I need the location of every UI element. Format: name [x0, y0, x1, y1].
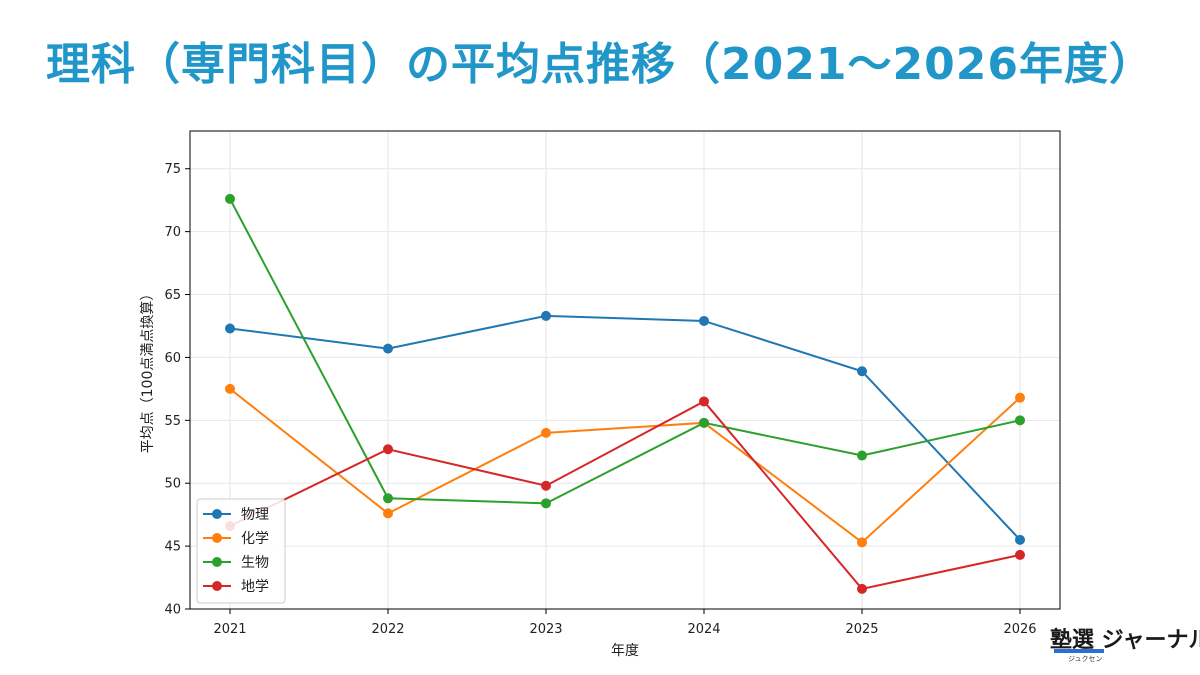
data-point: [383, 343, 393, 354]
x-tick-label: 2022: [371, 622, 404, 637]
y-axis-label: 平均点（100点満点換算）: [140, 287, 156, 454]
legend-swatch-marker: [212, 581, 222, 591]
legend-entry-label: 物理: [241, 507, 269, 523]
data-point: [1015, 549, 1025, 560]
y-axis-ticks: 40 45 50 55 60 65 70 75: [164, 162, 190, 618]
data-point: [1015, 392, 1025, 403]
chart-series: [225, 193, 1025, 594]
legend-swatch-marker: [212, 509, 222, 519]
x-tick-label: 2024: [687, 622, 720, 637]
x-tick-label: 2023: [529, 622, 562, 637]
chart-grid: [190, 131, 1060, 610]
data-point: [857, 450, 867, 461]
plot-area-frame: [189, 130, 1061, 610]
series-line: [229, 314, 1021, 541]
x-tick-label: 2025: [845, 622, 878, 637]
data-point: [541, 498, 551, 509]
legend-box: [196, 498, 286, 604]
y-tick-label: 40: [164, 603, 181, 618]
x-axis-label: 年度: [611, 643, 639, 659]
y-tick-label: 45: [164, 540, 181, 555]
data-point: [1015, 534, 1025, 545]
data-point: [541, 480, 551, 491]
series-line: [229, 400, 1021, 590]
data-point: [699, 315, 709, 326]
brand-logo: 塾選 ジャーナル ジュクセン: [1050, 622, 1200, 663]
y-tick-label: 75: [164, 162, 181, 177]
data-point: [225, 193, 235, 204]
legend-entry-label: 化学: [241, 531, 269, 547]
data-point: [225, 383, 235, 394]
legend-swatch-marker: [212, 533, 222, 543]
legend-entry-label: 生物: [241, 555, 269, 571]
data-point: [857, 537, 867, 548]
data-point: [857, 366, 867, 377]
data-point: [699, 396, 709, 407]
series-line: [229, 388, 1021, 544]
logo-text: 塾選 ジャーナル: [1050, 628, 1200, 653]
x-axis-ticks: 2021 2022 2023 2024 2025 2026: [213, 609, 1037, 637]
legend-swatch-marker: [212, 557, 222, 567]
legend-entry-label: 地学: [241, 579, 269, 595]
y-tick-label: 55: [164, 414, 181, 429]
data-point: [383, 444, 393, 455]
data-point: [541, 310, 551, 321]
y-tick-label: 60: [164, 351, 181, 366]
data-point: [541, 427, 551, 438]
data-point: [699, 417, 709, 428]
data-point: [1015, 415, 1025, 426]
data-point: [225, 323, 235, 334]
logo-subtext: ジュクセン: [1068, 655, 1103, 663]
logo-bar: [1054, 649, 1104, 653]
y-tick-label: 65: [164, 288, 181, 303]
data-point: [383, 493, 393, 504]
data-point: [383, 508, 393, 519]
data-point: [857, 583, 867, 594]
x-tick-label: 2021: [213, 622, 246, 637]
page-title: 理科（専門科目）の平均点推移（2021〜2026年度）: [46, 39, 1154, 90]
y-tick-label: 70: [164, 225, 181, 240]
series-line: [229, 198, 1021, 505]
y-tick-label: 50: [164, 477, 181, 492]
x-tick-label: 2026: [1003, 622, 1036, 637]
